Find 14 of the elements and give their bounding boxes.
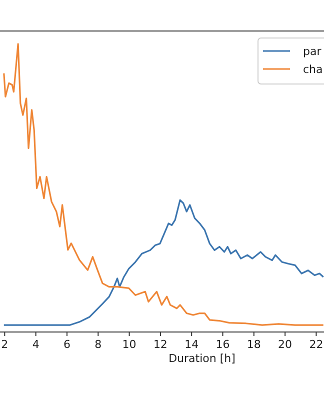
x-tick-label: 2 (1, 338, 8, 351)
x-tick-label: 20 (278, 338, 292, 351)
x-tick-label: 16 (216, 338, 230, 351)
x-tick-label: 10 (122, 338, 136, 351)
x-tick-label: 22 (309, 338, 324, 351)
legend-label: cha (303, 63, 323, 76)
x-tick-label: 4 (32, 338, 40, 351)
x-tick-label: 8 (94, 338, 102, 351)
x-tick-label: 6 (63, 338, 70, 351)
x-tick-label: 14 (184, 338, 199, 351)
x-tick-label: 18 (246, 338, 261, 351)
legend-label: par (303, 45, 322, 58)
x-tick-label: 12 (153, 338, 168, 351)
x-axis-title: Duration [h] (168, 352, 236, 365)
